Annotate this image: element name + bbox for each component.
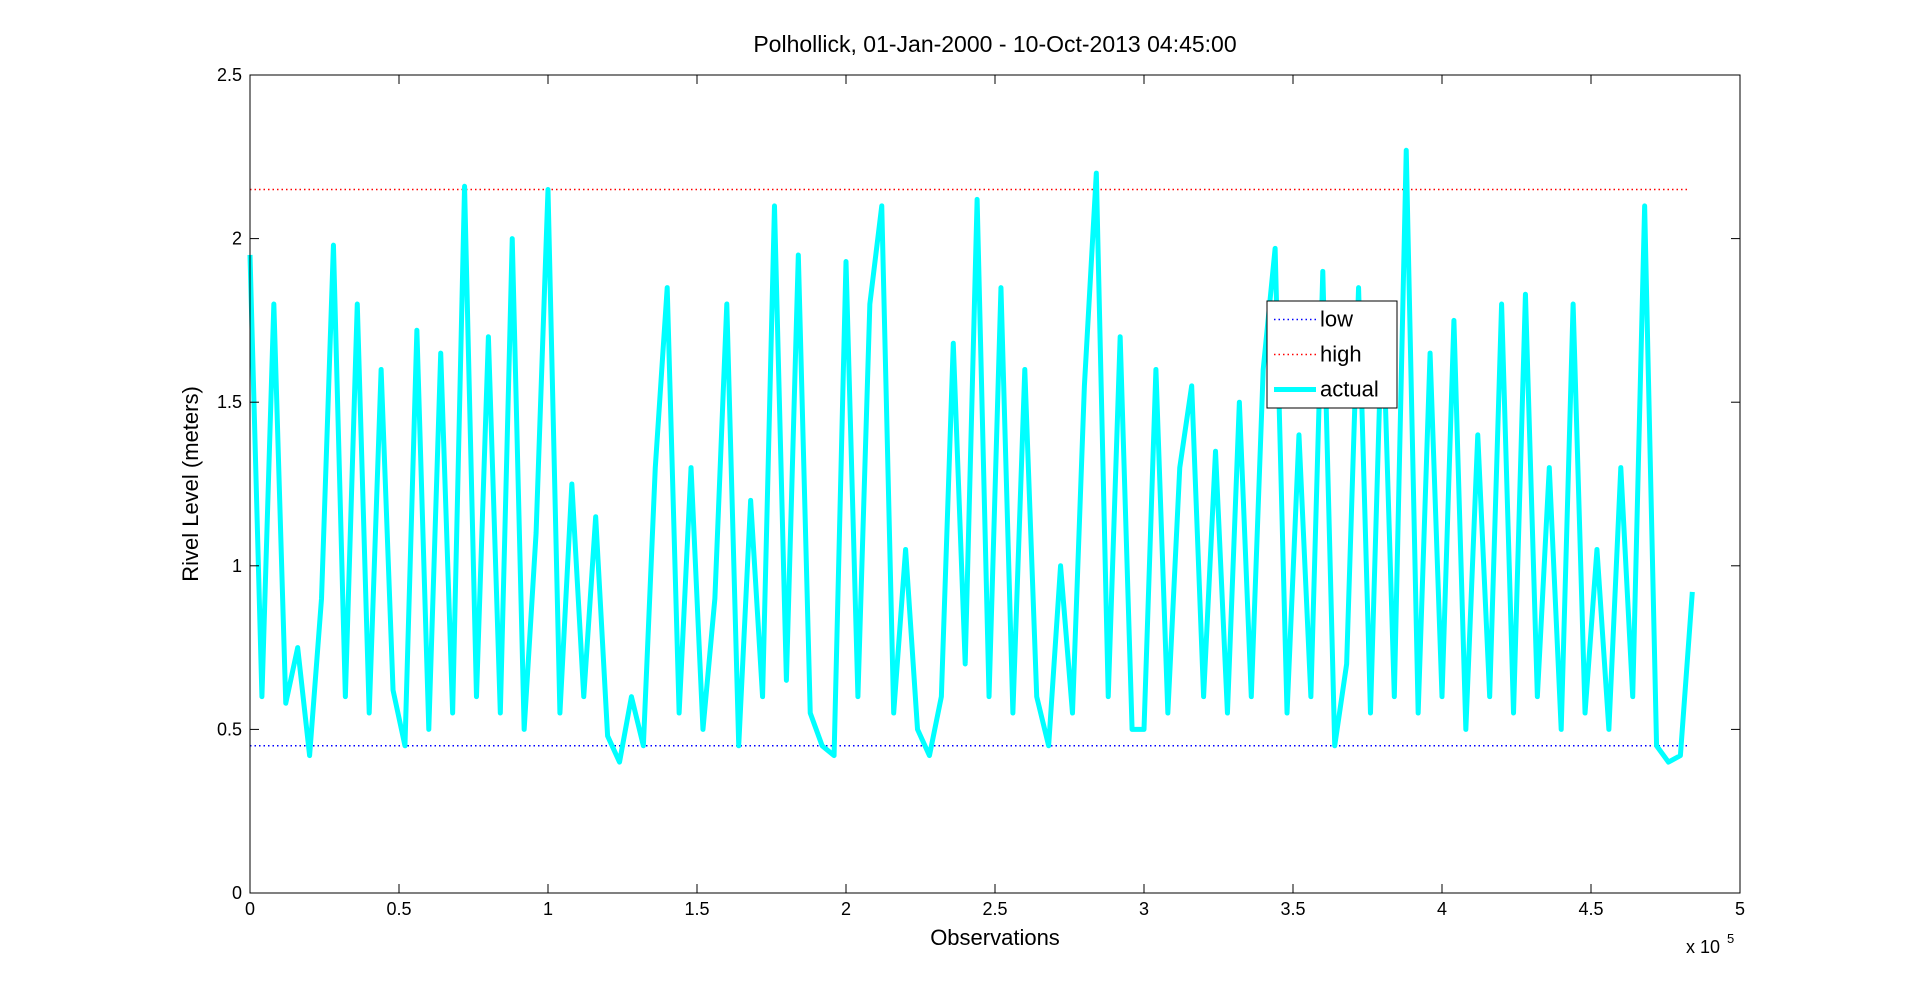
- y-tick-label: 1.5: [217, 392, 242, 412]
- y-tick-label: 1: [232, 556, 242, 576]
- x-tick-label: 2.5: [982, 899, 1007, 919]
- x-tick-label: 2: [841, 899, 851, 919]
- series-line: [247, 147, 1695, 765]
- y-tick-label: 0.5: [217, 719, 242, 739]
- y-tick-label: 0: [232, 883, 242, 903]
- y-axis-label: Rivel Level (meters): [178, 386, 203, 582]
- x-tick-label: 0: [245, 899, 255, 919]
- legend-label: low: [1320, 307, 1353, 332]
- x-tick-label: 4.5: [1578, 899, 1603, 919]
- chart-title: Polhollick, 01-Jan-2000 - 10-Oct-2013 04…: [753, 31, 1236, 57]
- legend-label: actual: [1320, 377, 1379, 402]
- y-tick-label: 2.5: [217, 65, 242, 85]
- x-tick-label: 0.5: [386, 899, 411, 919]
- x-tick-label: 1: [543, 899, 553, 919]
- x-tick-label: 3.5: [1280, 899, 1305, 919]
- y-tick-label: 2: [232, 229, 242, 249]
- x-multiplier-exponent: 5: [1727, 931, 1734, 946]
- x-tick-label: 1.5: [684, 899, 709, 919]
- x-tick-label: 4: [1437, 899, 1447, 919]
- x-multiplier: x 10: [1686, 937, 1720, 957]
- x-axis-label: Observations: [930, 925, 1060, 950]
- legend-label: high: [1320, 342, 1362, 367]
- x-tick-label: 5: [1735, 899, 1745, 919]
- x-tick-label: 3: [1139, 899, 1149, 919]
